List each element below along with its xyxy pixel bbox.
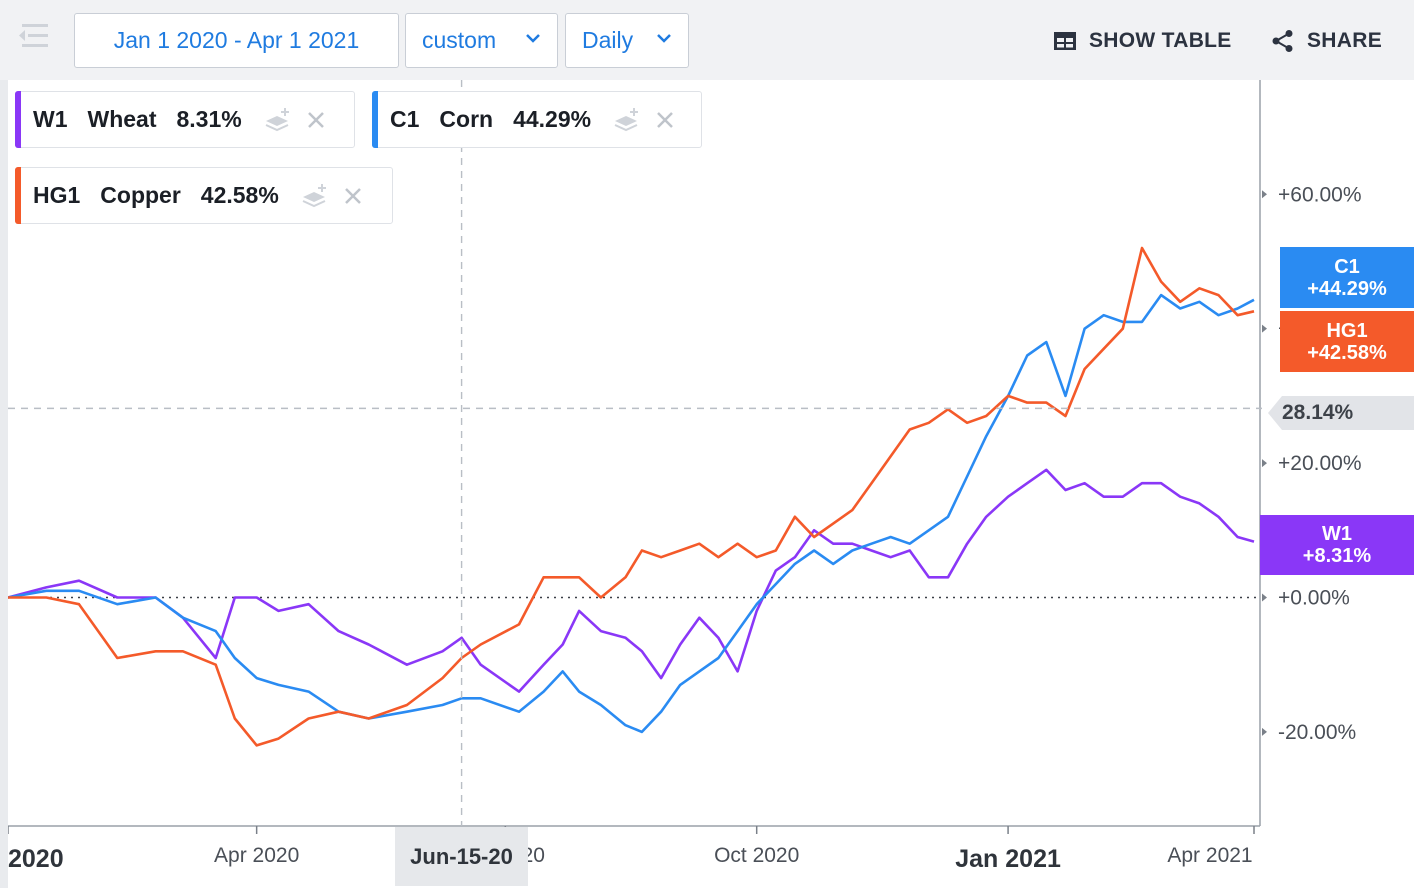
legend-chip-copper[interactable]: HG1 Copper 42.58% bbox=[15, 167, 393, 224]
table-icon bbox=[1054, 32, 1076, 50]
chart-overlay bbox=[8, 80, 1262, 826]
date-range-label: Jan 1 2020 - Apr 1 2021 bbox=[113, 27, 360, 53]
collapse-menu-icon[interactable] bbox=[14, 18, 52, 56]
legend-change: 44.29% bbox=[513, 106, 592, 132]
x-tick-label: Apr 2020 bbox=[214, 844, 299, 867]
legend-name: Copper bbox=[100, 182, 181, 208]
series-color-bar bbox=[372, 91, 378, 148]
chevron-down-icon bbox=[526, 34, 540, 43]
legend-symbol: C1 bbox=[390, 106, 420, 132]
show-table-label: SHOW TABLE bbox=[1089, 29, 1232, 52]
x-tick-label: Oct 2020 bbox=[714, 844, 799, 867]
legend-name: Wheat bbox=[87, 106, 157, 132]
tag-symbol: W1 bbox=[1322, 523, 1352, 545]
close-icon[interactable] bbox=[343, 186, 363, 206]
y-tick-mark bbox=[1262, 727, 1267, 736]
x-tick-label: Apr 2021 bbox=[1167, 844, 1252, 867]
last-value-tag-wheat: W1 +8.31% bbox=[1260, 515, 1414, 575]
y-tick-mark bbox=[1262, 593, 1267, 602]
series-line-corn bbox=[7, 293, 1255, 734]
tag-symbol: HG1 bbox=[1326, 319, 1368, 342]
series-color-bar bbox=[15, 91, 21, 148]
legend-change: 42.58% bbox=[200, 182, 279, 208]
crosshair-value-label: 28.14% bbox=[1268, 396, 1414, 430]
left-panel-edge bbox=[0, 80, 8, 888]
series-color-bar bbox=[15, 167, 21, 224]
series-line-wheat bbox=[7, 468, 1255, 693]
chevron-down-icon bbox=[657, 34, 671, 43]
legend-name: Corn bbox=[439, 106, 494, 132]
layers-add-icon[interactable] bbox=[264, 107, 292, 133]
legend-chip-corn[interactable]: C1 Corn 44.29% bbox=[372, 91, 702, 148]
y-tick-mark bbox=[1262, 459, 1267, 468]
share-label: SHARE bbox=[1307, 29, 1383, 52]
tag-value: +44.29% bbox=[1307, 277, 1387, 300]
x-tick-label: 2020 bbox=[8, 845, 64, 873]
close-icon[interactable] bbox=[306, 110, 326, 130]
range-mode-dropdown[interactable]: custom bbox=[405, 13, 558, 68]
date-range-button[interactable]: Jan 1 2020 - Apr 1 2021 bbox=[74, 13, 399, 68]
tag-value: +42.58% bbox=[1307, 341, 1387, 364]
frequency-dropdown[interactable]: Daily bbox=[565, 13, 689, 68]
legend-symbol: HG1 bbox=[33, 182, 81, 208]
crosshair-date-label: Jun-15-20 bbox=[395, 827, 528, 886]
y-tick-label: +60.00% bbox=[1278, 183, 1362, 206]
y-tick-mark bbox=[1262, 324, 1267, 333]
y-tick-label: +0.00% bbox=[1278, 586, 1350, 609]
legend-symbol: W1 bbox=[33, 106, 68, 132]
share-icon bbox=[1272, 30, 1293, 52]
last-value-tag-copper: HG1 +42.58% bbox=[1280, 311, 1414, 372]
chart-series bbox=[7, 246, 1255, 747]
legend-change: 8.31% bbox=[176, 106, 242, 132]
x-tick-label: Jan 2021 bbox=[955, 845, 1061, 873]
layers-add-icon[interactable] bbox=[301, 183, 329, 209]
series-line-copper bbox=[8, 246, 1255, 747]
toolbar: Jan 1 2020 - Apr 1 2021 custom Daily SHO… bbox=[0, 0, 1414, 80]
frequency-label: Daily bbox=[582, 27, 634, 53]
legend-chip-wheat[interactable]: W1 Wheat 8.31% bbox=[15, 91, 355, 148]
range-mode-label: custom bbox=[422, 27, 497, 53]
show-table-button[interactable]: SHOW TABLE bbox=[1053, 26, 1232, 56]
y-tick-label: -20.00% bbox=[1278, 721, 1356, 744]
tag-symbol: C1 bbox=[1334, 255, 1360, 278]
layers-add-icon[interactable] bbox=[613, 107, 641, 133]
tag-value: +8.31% bbox=[1302, 545, 1372, 567]
close-icon[interactable] bbox=[655, 110, 675, 130]
y-tick-label: +20.00% bbox=[1278, 452, 1362, 475]
last-value-tag-corn: C1 +44.29% bbox=[1280, 247, 1414, 308]
y-tick-mark bbox=[1262, 190, 1267, 199]
share-button[interactable]: SHARE bbox=[1271, 26, 1382, 56]
